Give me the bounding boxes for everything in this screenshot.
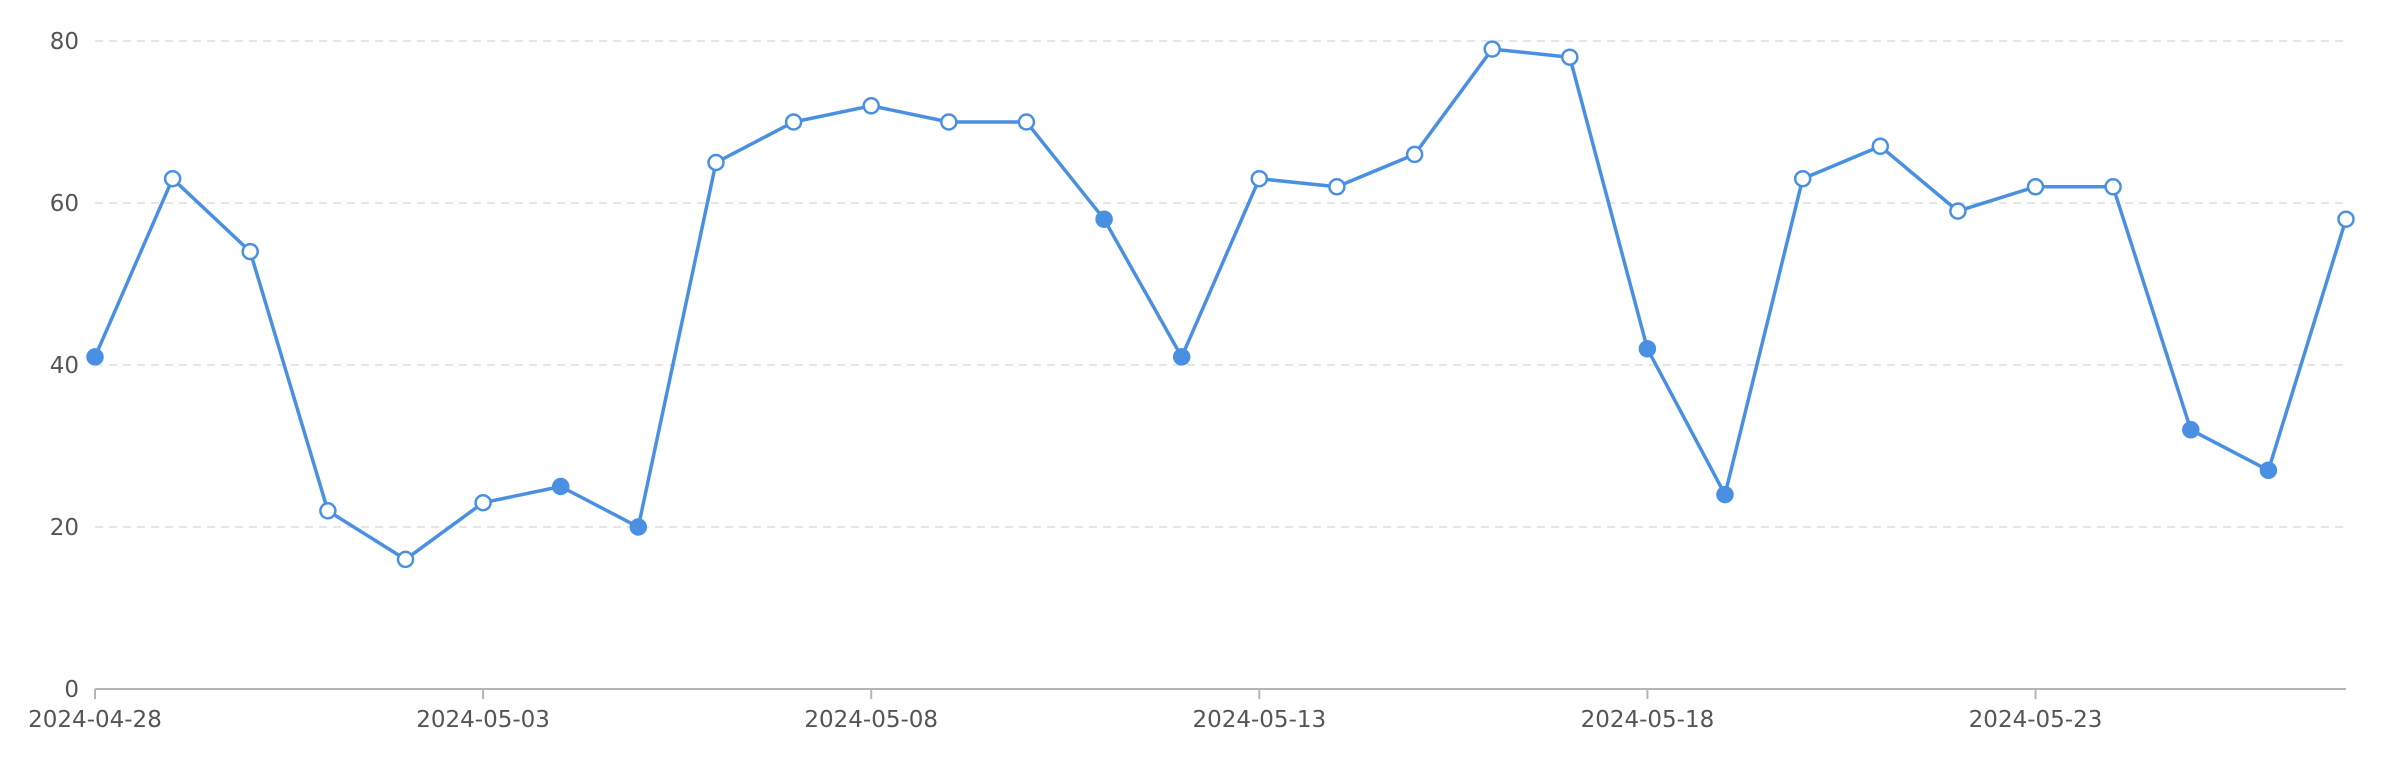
data-point xyxy=(551,477,570,496)
data-point xyxy=(474,493,492,512)
data-point xyxy=(241,242,259,261)
x-tick-label: 2024-05-03 xyxy=(416,707,550,733)
y-tick-label: 40 xyxy=(50,353,79,379)
data-point xyxy=(1328,178,1346,196)
series-line xyxy=(93,47,2348,562)
data-point xyxy=(707,153,725,172)
data-point xyxy=(1483,40,1501,58)
y-tick-label: 60 xyxy=(50,191,79,217)
x-tick-label: 2024-05-13 xyxy=(1192,707,1326,733)
data-point xyxy=(1172,348,1191,366)
axes xyxy=(94,688,2346,699)
series xyxy=(86,40,2355,569)
data-point xyxy=(2182,421,2200,439)
data-point xyxy=(940,113,958,131)
data-point xyxy=(2259,461,2278,480)
x-tick-label: 2024-05-18 xyxy=(1581,707,1715,733)
data-point xyxy=(629,518,648,536)
x-tick-label: 2024-04-28 xyxy=(28,707,162,733)
y-tick-label: 80 xyxy=(50,29,79,55)
data-point xyxy=(163,169,182,188)
data-point xyxy=(319,502,337,520)
data-point xyxy=(1250,169,1269,188)
data-point xyxy=(1638,340,1657,358)
data-point xyxy=(2026,178,2045,196)
data-point xyxy=(1949,202,1967,220)
data-point xyxy=(86,348,104,366)
gridlines xyxy=(95,40,2346,528)
data-point xyxy=(784,113,803,131)
data-point xyxy=(2337,210,2355,228)
x-tick-label: 2024-05-23 xyxy=(1969,707,2103,733)
y-tick-label: 20 xyxy=(50,515,79,541)
data-point xyxy=(2104,178,2122,196)
data-point xyxy=(1561,48,1579,66)
data-point xyxy=(1871,137,1890,156)
data-point xyxy=(1017,113,1036,131)
data-point xyxy=(396,550,415,569)
data-point xyxy=(1405,145,1424,164)
data-point xyxy=(862,97,880,115)
y-tick-label: 0 xyxy=(64,677,79,703)
data-point xyxy=(1095,210,1113,228)
tick-labels: 0 20 40 60 80 2024-04-28 2024-05-03 2024-05-08 2… xyxy=(28,29,2102,733)
data-point xyxy=(1716,485,1734,504)
x-tick-label: 2024-05-08 xyxy=(804,707,938,733)
data-point xyxy=(1793,169,1812,188)
